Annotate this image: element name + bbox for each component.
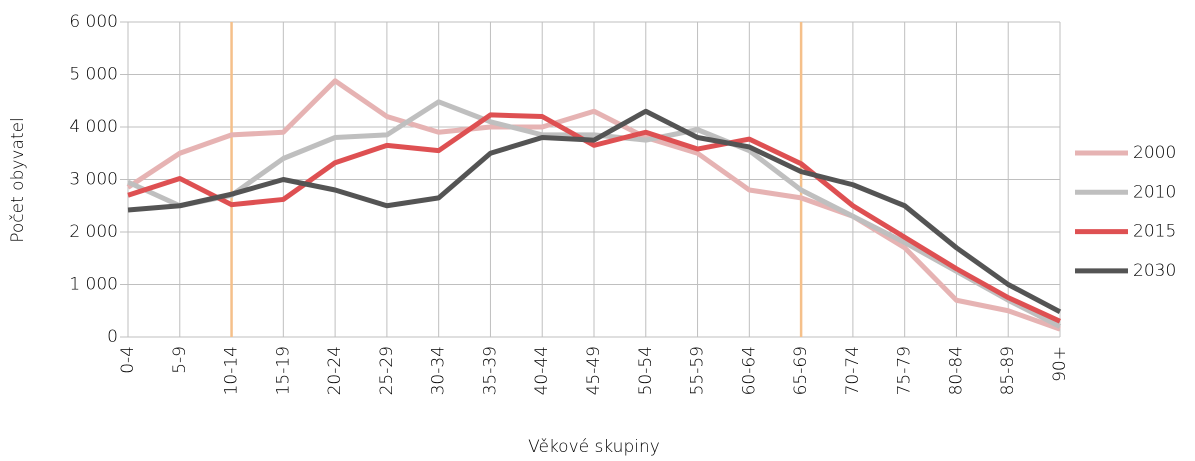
x-tick-label: 0-4 xyxy=(118,346,138,374)
x-tick-label: 25-29 xyxy=(377,346,397,395)
legend-label: 2010 xyxy=(1133,182,1176,202)
legend-label: 2030 xyxy=(1133,261,1176,281)
x-tick-label: 55-59 xyxy=(688,346,708,395)
y-tick-label: 3 000 xyxy=(69,170,118,190)
x-axis-title: Věkové skupiny xyxy=(528,437,660,457)
y-tick-label: 5 000 xyxy=(69,65,118,85)
x-tick-label: 80-84 xyxy=(946,346,966,395)
x-tick-label: 85-89 xyxy=(998,346,1018,395)
x-tick-label: 45-49 xyxy=(584,346,604,395)
y-tick-label: 4 000 xyxy=(69,117,118,137)
x-tick-label: 35-39 xyxy=(480,346,500,395)
x-tick-label: 60-64 xyxy=(739,346,759,395)
x-tick-label: 90+ xyxy=(1050,346,1070,382)
x-tick-label: 5-9 xyxy=(170,346,190,374)
series-line xyxy=(127,112,1062,324)
y-tick-label: 6 000 xyxy=(69,12,118,32)
x-tick-label: 65-69 xyxy=(791,346,811,395)
x-tick-label: 10-14 xyxy=(222,346,242,395)
series-line xyxy=(126,78,1061,332)
series-line xyxy=(126,99,1062,329)
x-tick-label: 40-44 xyxy=(532,346,552,395)
x-tick-label: 70-74 xyxy=(843,346,863,395)
legend-label: 2015 xyxy=(1133,222,1176,242)
y-tick-label: 0 xyxy=(107,327,118,347)
series-line xyxy=(127,108,1062,315)
x-tick-label: 20-24 xyxy=(325,346,345,395)
x-tick-label: 75-79 xyxy=(895,346,915,395)
x-tick-label: 15-19 xyxy=(273,346,293,395)
x-tick-label: 50-54 xyxy=(636,346,656,395)
legend-label: 2000 xyxy=(1133,143,1176,163)
x-tick-label: 30-34 xyxy=(429,346,449,395)
y-tick-label: 1 000 xyxy=(69,275,118,295)
y-tick-label: 2 000 xyxy=(69,222,118,242)
y-axis-title: Počet obyvatel xyxy=(8,117,28,243)
